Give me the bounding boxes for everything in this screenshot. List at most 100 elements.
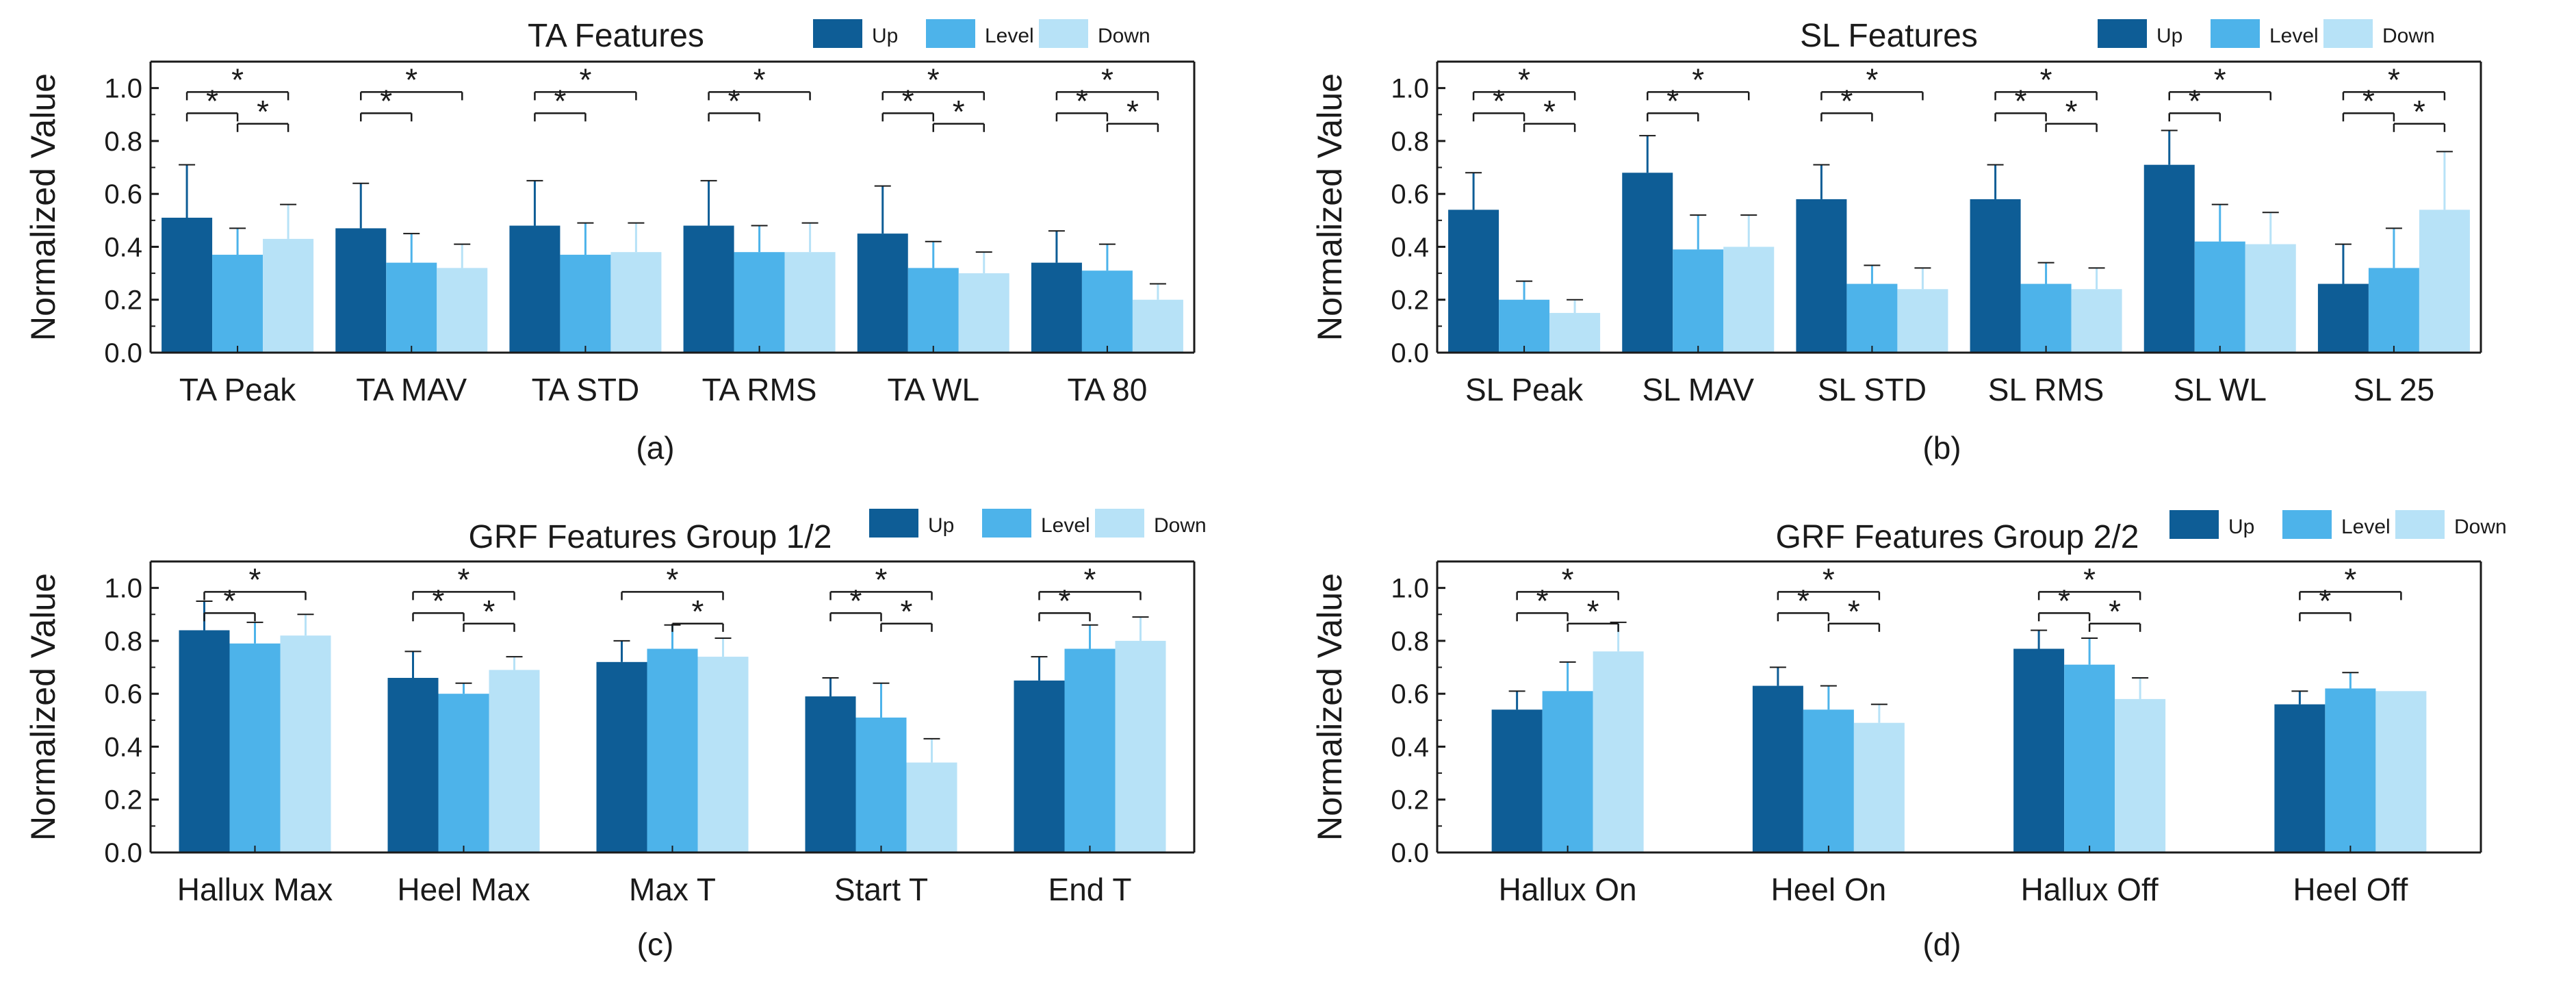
x-tick-label: SL STD — [1818, 372, 1927, 407]
significance-star: * — [1666, 83, 1679, 118]
significance-star: * — [1587, 594, 1599, 629]
significance-bracket: * — [671, 594, 724, 632]
significance-bracket: * — [1994, 62, 2098, 101]
significance-star: * — [1692, 62, 1704, 97]
bar — [1499, 299, 1550, 353]
significance-bracket: * — [880, 594, 933, 632]
bar — [805, 696, 856, 852]
panel-caption: (b) — [1922, 430, 1961, 466]
significance-bracket: * — [2168, 62, 2271, 101]
legend-label: Down — [2382, 25, 2435, 47]
y-tick-label: 0.6 — [104, 179, 142, 210]
bar — [2071, 289, 2122, 353]
significance-star: * — [2189, 83, 2201, 118]
legend-label: Up — [928, 514, 954, 537]
y-axis-label: Normalized Value — [24, 73, 62, 341]
bar — [2064, 664, 2115, 852]
bar — [1897, 289, 1948, 353]
significance-bracket: * — [203, 583, 256, 622]
bar — [1723, 246, 1775, 353]
significance-bracket: * — [412, 561, 515, 601]
y-tick-label: 0.4 — [1391, 232, 1429, 262]
bar — [1796, 199, 1847, 353]
y-tick-label: 0.2 — [1391, 785, 1429, 816]
legend-label: Down — [1154, 514, 1207, 537]
bar — [335, 228, 387, 353]
significance-bracket: * — [708, 83, 760, 122]
significance-star: * — [483, 594, 495, 629]
significance-star: * — [249, 561, 261, 597]
significance-bracket: * — [185, 62, 289, 101]
significance-bracket: * — [2037, 583, 2091, 622]
y-axis-label: Normalized Value — [24, 573, 62, 841]
bar — [2368, 268, 2419, 353]
significance-bracket: * — [2037, 561, 2141, 601]
significance-star: * — [1848, 594, 1860, 629]
significance-bracket: * — [1777, 583, 1830, 622]
y-tick-label: 1.0 — [104, 574, 142, 604]
bar — [1081, 270, 1133, 353]
bar — [162, 217, 213, 353]
significance-star: * — [2065, 94, 2078, 129]
significance-bracket: * — [463, 594, 515, 632]
y-tick-label: 0.4 — [1391, 732, 1429, 762]
y-tick-label: 0.6 — [104, 679, 142, 709]
significance-bracket: * — [881, 83, 934, 122]
chart-title: TA Features — [528, 18, 704, 54]
significance-star: * — [405, 62, 417, 97]
x-tick-label: SL 25 — [2354, 372, 2435, 407]
significance-bracket: * — [829, 561, 933, 601]
significance-star: * — [2214, 62, 2226, 97]
legend-swatch — [1039, 19, 1088, 48]
significance-bracket: * — [1038, 583, 1091, 622]
x-tick-label: Max T — [629, 872, 716, 907]
significance-bracket: * — [2088, 594, 2141, 632]
x-tick-label: SL Peak — [1465, 372, 1584, 407]
x-tick-label: Start T — [834, 872, 928, 907]
significance-bracket: * — [185, 83, 239, 122]
significance-bracket: * — [360, 83, 413, 122]
significance-star: * — [231, 62, 244, 97]
legend-swatch — [2211, 19, 2260, 48]
bar — [2274, 704, 2326, 852]
legend-swatch — [2323, 19, 2373, 48]
y-axis-label: Normalized Value — [1311, 573, 1349, 841]
bar — [1014, 680, 1065, 852]
bar — [2115, 698, 2166, 852]
significance-bracket: * — [236, 94, 289, 132]
y-tick-label: 0.8 — [104, 127, 142, 157]
significance-bracket: * — [932, 94, 985, 132]
bar — [489, 670, 540, 852]
significance-bracket: * — [360, 62, 463, 101]
significance-star: * — [667, 561, 679, 597]
y-tick-label: 0.6 — [1391, 679, 1429, 709]
chart-panel-2: 0.0 0.2 0.4 0.6 0.8 1.0 SL Peak SL MAV SL STD SL … — [1311, 18, 2482, 466]
bar — [1846, 283, 1898, 353]
x-tick-label: TA RMS — [702, 372, 817, 407]
chart-title: SL Features — [1800, 18, 1978, 54]
y-tick-label: 1.0 — [104, 74, 142, 104]
bar — [2375, 691, 2427, 852]
bar — [2194, 241, 2245, 353]
significance-bracket: * — [1820, 62, 1924, 101]
significance-star: * — [2362, 83, 2375, 118]
bar — [1803, 709, 1854, 852]
legend-swatch — [2098, 19, 2147, 48]
significance-star: * — [1076, 83, 1088, 118]
bar — [907, 268, 959, 353]
significance-bracket: * — [1472, 62, 1576, 101]
y-tick-label: 0.4 — [104, 732, 142, 762]
significance-star: * — [433, 583, 445, 618]
x-tick-label: Hallux Max — [177, 872, 333, 907]
bar — [2317, 283, 2369, 353]
legend-label: Up — [872, 25, 898, 47]
y-tick-label: 0.2 — [1391, 286, 1429, 316]
y-tick-label: 0.8 — [1391, 627, 1429, 657]
significance-star: * — [754, 62, 766, 97]
significance-bracket: * — [1994, 83, 2047, 122]
x-tick-label: TA Peak — [179, 372, 296, 407]
bar — [179, 630, 230, 852]
x-tick-label: TA WL — [887, 372, 979, 407]
significance-bracket: * — [1820, 83, 1873, 122]
